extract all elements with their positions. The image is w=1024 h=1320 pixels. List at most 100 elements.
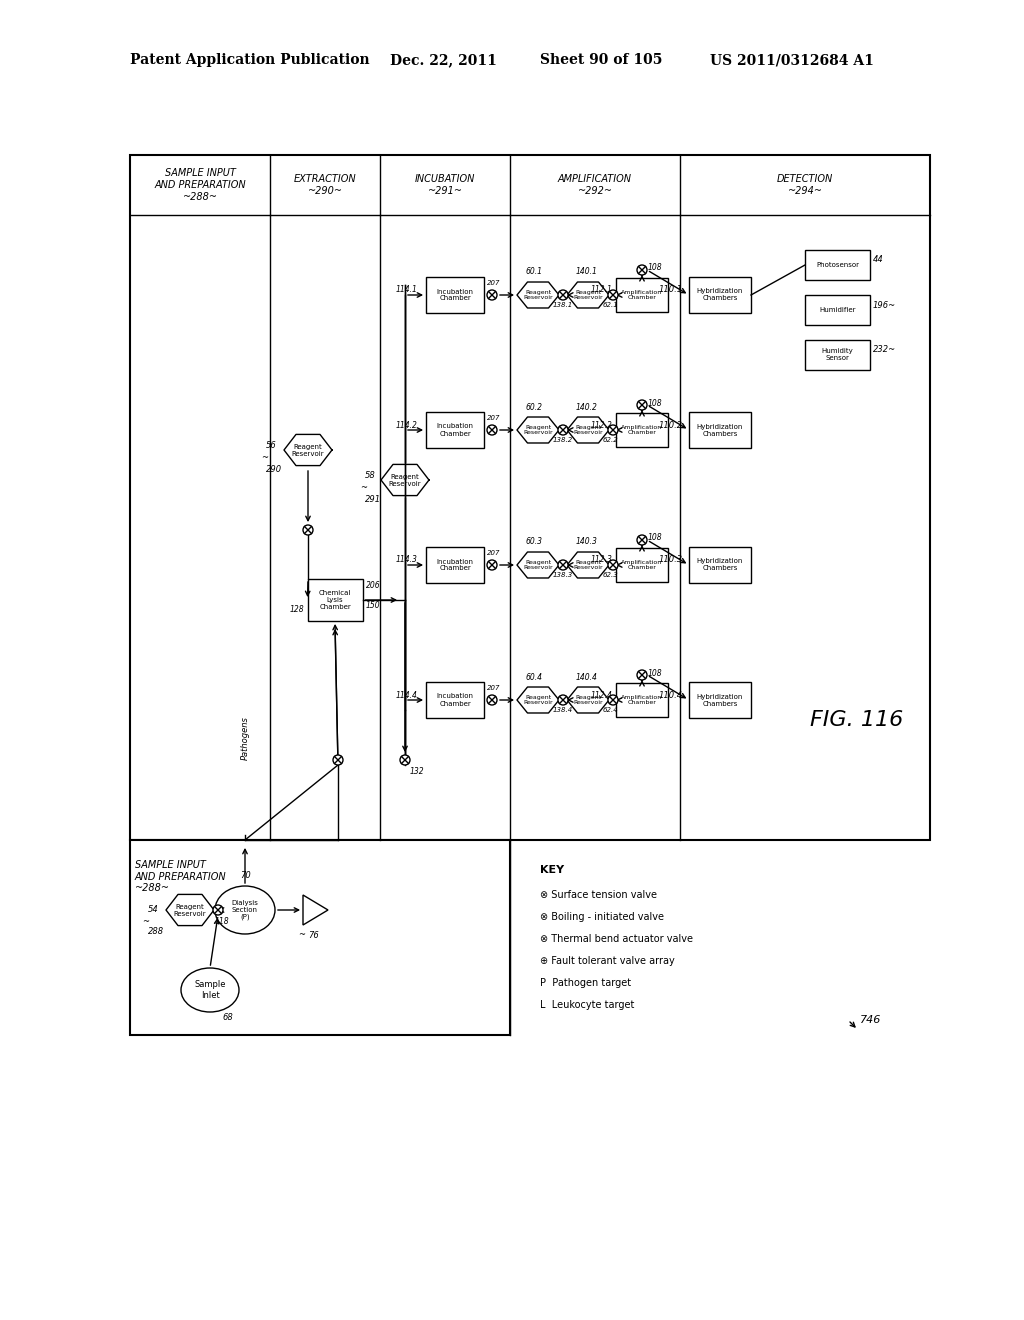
Text: SAMPLE INPUT
AND PREPARATION
~288~: SAMPLE INPUT AND PREPARATION ~288~ [135,861,226,894]
Text: 112.1: 112.1 [591,285,613,294]
Text: Hybridization
Chambers: Hybridization Chambers [696,424,743,437]
Text: ~: ~ [298,931,305,940]
Bar [426,412,484,447]
Bar [805,294,870,325]
Circle shape [487,560,497,570]
Circle shape [558,560,568,570]
Text: 132: 132 [410,767,425,776]
Circle shape [608,696,618,705]
Circle shape [608,290,618,300]
Bar [307,579,362,620]
Bar [616,413,668,447]
Text: 138.4: 138.4 [553,708,573,713]
Text: 196~: 196~ [873,301,896,309]
Text: AMPLIFICATION
~292~: AMPLIFICATION ~292~ [558,174,632,195]
Text: 54: 54 [148,906,159,915]
Text: Sample
Inlet: Sample Inlet [195,981,225,999]
Text: 118: 118 [215,917,229,927]
Text: Reagent
Reservoir: Reagent Reservoir [174,903,206,916]
Text: Sheet 90 of 105: Sheet 90 of 105 [540,53,663,67]
Text: 112.2: 112.2 [591,421,613,429]
Text: Amplification
Chamber: Amplification Chamber [622,560,663,570]
Text: KEY: KEY [540,865,564,875]
Text: Incubation
Chamber: Incubation Chamber [436,558,473,572]
Circle shape [608,425,618,436]
Bar [805,341,870,370]
Text: 206: 206 [366,581,380,590]
Text: 58: 58 [365,470,376,479]
Text: 108: 108 [648,264,663,272]
Text: EXTRACTION
~290~: EXTRACTION ~290~ [294,174,356,195]
Text: 114.4: 114.4 [396,690,418,700]
Text: INCUBATION
~291~: INCUBATION ~291~ [415,174,475,195]
Bar [426,546,484,583]
Text: 746: 746 [860,1015,882,1026]
Text: 291: 291 [365,495,381,504]
Ellipse shape [181,968,239,1012]
Text: P  Pathogen target: P Pathogen target [540,978,631,987]
Text: 290: 290 [266,466,283,474]
Text: L  Leukocyte target: L Leukocyte target [540,1001,635,1010]
Text: Hybridization
Chambers: Hybridization Chambers [696,558,743,572]
Text: 62.1: 62.1 [603,302,618,308]
Text: 110.2: 110.2 [659,421,683,429]
Text: Reagent
Reservoir: Reagent Reservoir [573,560,603,570]
Text: 140.3: 140.3 [575,537,598,546]
Text: 114.2: 114.2 [396,421,418,429]
Text: 112.4: 112.4 [591,690,613,700]
Text: 140.4: 140.4 [575,672,598,681]
Text: DETECTION
~294~: DETECTION ~294~ [777,174,834,195]
Text: Dialysis
Section
(P): Dialysis Section (P) [231,900,258,920]
Text: Reagent
Reservoir: Reagent Reservoir [523,289,553,301]
Text: ~: ~ [261,454,268,462]
Bar [689,546,751,583]
Text: 140.1: 140.1 [575,268,598,276]
Text: 108: 108 [648,533,663,543]
Text: 56: 56 [266,441,276,450]
Text: 207: 207 [487,685,501,690]
Text: 68: 68 [222,1014,232,1023]
Text: 44: 44 [873,256,884,264]
Bar [426,682,484,718]
Text: FIG. 116: FIG. 116 [810,710,903,730]
Bar [689,682,751,718]
Text: 288: 288 [148,928,164,936]
Circle shape [637,265,647,275]
Text: ⊗ Boiling - initiated valve: ⊗ Boiling - initiated valve [540,912,664,921]
Text: 110.1: 110.1 [659,285,683,294]
Text: 138.2: 138.2 [553,437,573,444]
Circle shape [213,906,223,915]
Bar [130,154,930,840]
Bar [805,249,870,280]
Text: ~: ~ [360,483,367,492]
Text: Photosensor: Photosensor [816,261,859,268]
Circle shape [558,696,568,705]
Text: 150: 150 [366,601,380,610]
Text: Reagent
Reservoir: Reagent Reservoir [573,425,603,436]
Text: 112.3: 112.3 [591,556,613,565]
Text: 60.2: 60.2 [526,403,543,412]
Circle shape [333,755,343,766]
Text: 60.4: 60.4 [526,672,543,681]
Text: Reagent
Reservoir: Reagent Reservoir [292,444,325,457]
Text: 110.4: 110.4 [659,690,683,700]
Text: 62.4: 62.4 [603,708,618,713]
Text: 76: 76 [308,931,318,940]
Text: ~: ~ [142,917,150,927]
Bar [616,682,668,717]
Text: Patent Application Publication: Patent Application Publication [130,53,370,67]
Text: 70: 70 [240,870,251,879]
Text: Amplification
Chamber: Amplification Chamber [622,289,663,301]
Text: Reagent
Reservoir: Reagent Reservoir [573,289,603,301]
Text: Dec. 22, 2011: Dec. 22, 2011 [390,53,497,67]
Text: 114.1: 114.1 [396,285,418,294]
Bar [616,279,668,312]
Text: Reagent
Reservoir: Reagent Reservoir [523,425,553,436]
Text: 138.3: 138.3 [553,572,573,578]
Text: Chemical
Lysis
Chamber: Chemical Lysis Chamber [318,590,351,610]
Bar [616,548,668,582]
Text: 140.2: 140.2 [575,403,598,412]
Circle shape [558,290,568,300]
Text: US 2011/0312684 A1: US 2011/0312684 A1 [710,53,873,67]
Text: Amplification
Chamber: Amplification Chamber [622,425,663,436]
